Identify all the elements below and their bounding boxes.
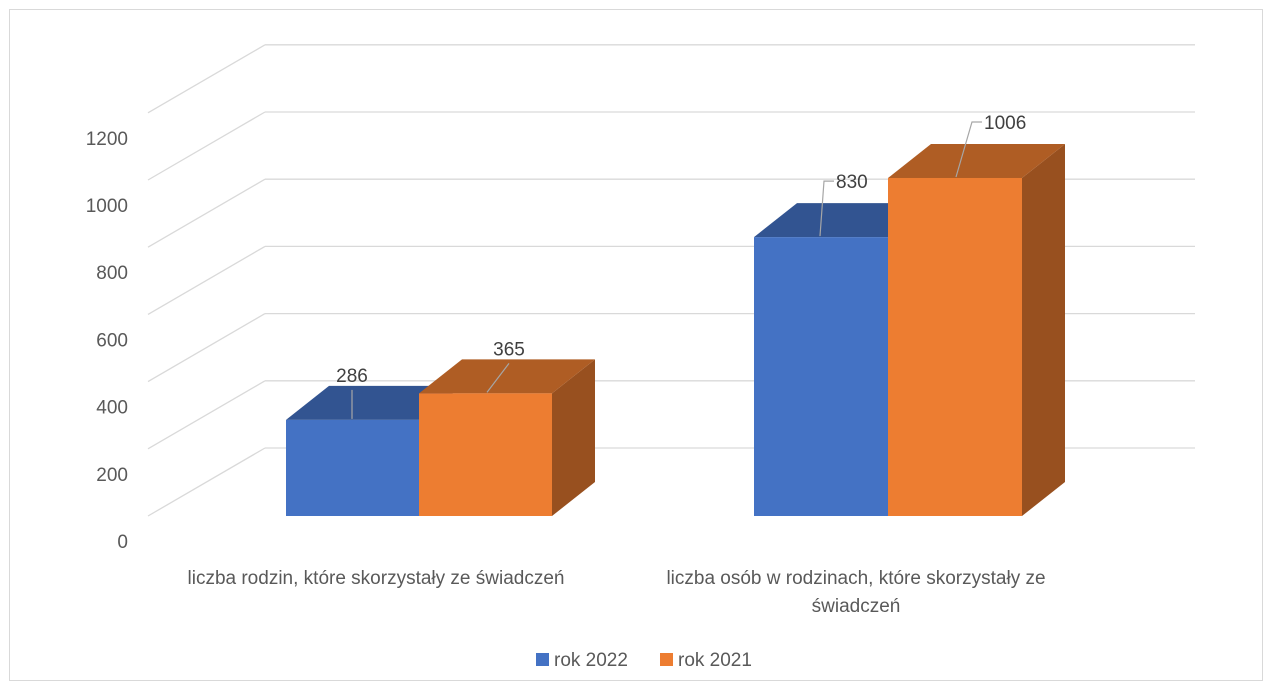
bar-top-rok-2021 (419, 359, 595, 394)
bar-top-rok-2022 (754, 203, 931, 238)
gridline-diagonal (147, 380, 266, 450)
bar-top-rok-2021 (888, 143, 1065, 178)
legend-label: rok 2021 (678, 650, 752, 671)
x-category-label: liczba rodzin, które skorzystały ze świa… (188, 568, 565, 589)
leader-line (955, 121, 982, 178)
gridline-diagonal (147, 245, 266, 315)
legend-swatch (536, 653, 549, 666)
data-label: 1006 (984, 113, 1026, 134)
x-category-label: liczba osób w rodzinach, które skorzysta… (666, 568, 1045, 589)
bar-rok-2021 (419, 393, 552, 516)
gridline-diagonal (147, 44, 266, 114)
legend-swatch (660, 653, 673, 666)
y-tick-label: 1200 (86, 129, 128, 150)
bar-top-rok-2022 (286, 385, 462, 420)
bar-side-rok-2021 (1022, 143, 1065, 516)
data-label: 286 (336, 366, 368, 387)
bar-rok-2021 (888, 177, 1022, 516)
bar-rok-2022 (754, 237, 888, 516)
bar-side-rok-2021 (552, 359, 595, 516)
y-tick-label: 200 (96, 465, 128, 486)
y-tick-label: 400 (96, 398, 128, 419)
gridline-diagonal (147, 313, 266, 383)
leader-line (819, 180, 834, 237)
y-tick-label: 800 (96, 263, 128, 284)
legend-label: rok 2022 (554, 650, 628, 671)
gridline-diagonal (147, 111, 266, 181)
data-label: 365 (493, 339, 525, 360)
gridline-diagonal (147, 178, 266, 248)
y-tick-label: 600 (96, 330, 128, 351)
data-label: 830 (836, 172, 868, 193)
x-category-label: świadczeń (812, 596, 901, 617)
y-tick-label: 1000 (86, 196, 128, 217)
bar-rok-2022 (286, 419, 419, 516)
y-tick-label: 0 (117, 532, 128, 553)
leader-line (486, 362, 510, 393)
gridline-diagonal (147, 447, 266, 517)
